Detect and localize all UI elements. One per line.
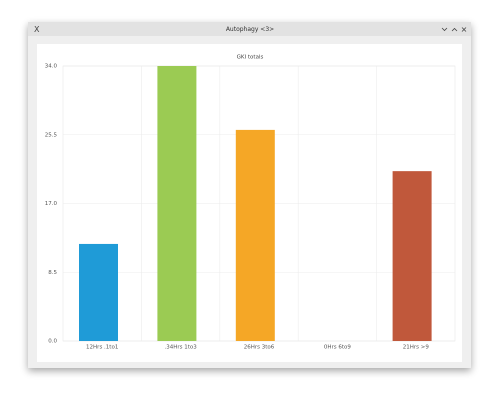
bar [157,66,197,341]
y-tick-label: 0.0 [48,339,57,345]
app-icon: X [34,25,40,34]
x-tick-label: 12Hrs .1to1 [86,345,118,351]
x-tick-label: .34Hrs 1to3 [164,345,197,351]
title-bar [28,22,471,36]
plot-area: 0.0 8.5 17.0 25.5 34.0 12Hrs .1to1 .34Hrs 1to3… [45,64,456,351]
chart-title: GKI totals [237,55,264,61]
x-tick-label: 0Hrs 6to9 [324,345,352,351]
bar [235,129,275,341]
maximize-button[interactable] [451,27,458,32]
minimize-button[interactable] [441,27,448,32]
x-tick-label: 21Hrs >9 [403,345,430,351]
window-title: Autophagy <3> [226,26,274,33]
y-tick-label: 17.0 [45,201,58,207]
y-tick-label: 8.5 [48,270,57,276]
bar [79,243,118,341]
x-tick-label: 26Hrs 3to6 [244,345,275,351]
close-button[interactable] [461,27,467,32]
y-tick-label: 25.5 [45,132,58,138]
y-tick-label: 34.0 [45,64,58,70]
bar [392,171,432,341]
